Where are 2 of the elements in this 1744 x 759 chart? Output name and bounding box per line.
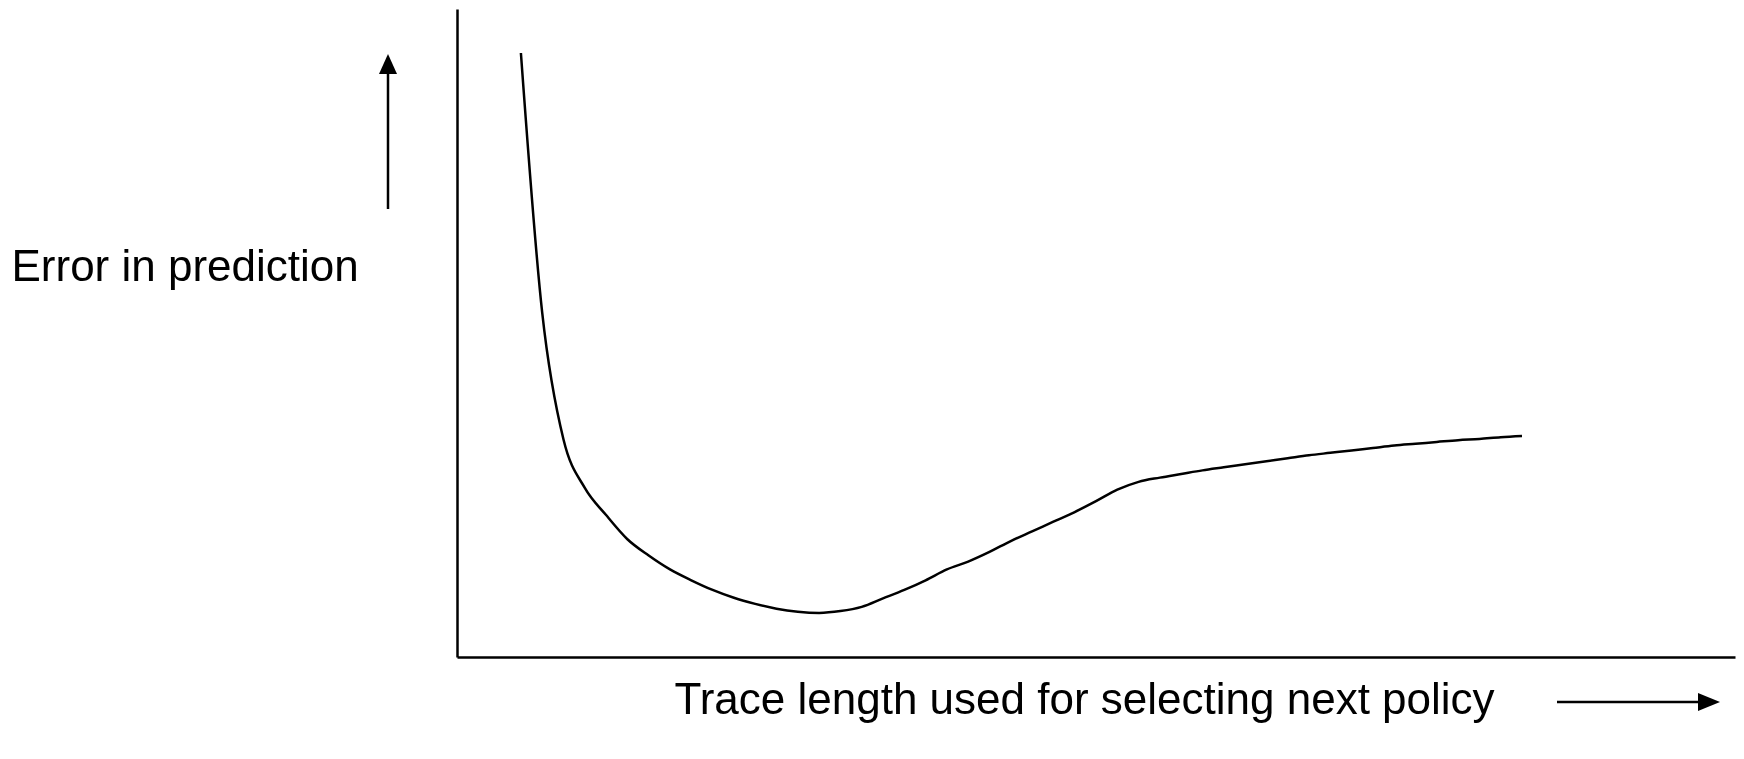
x-axis-title: Trace length used for selecting next policy (674, 673, 1495, 723)
y-axis-title: Error in prediction (11, 240, 359, 290)
